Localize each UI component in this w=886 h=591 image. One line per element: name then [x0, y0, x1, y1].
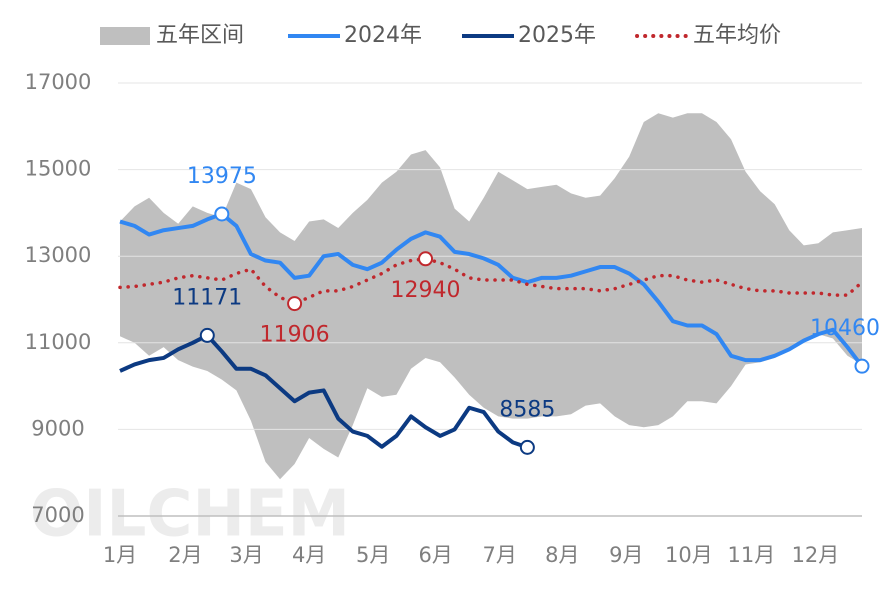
y-tick-label: 17000: [25, 70, 92, 94]
point-marker: [287, 296, 303, 312]
x-tick-label: 1月: [103, 543, 137, 567]
range-band: [120, 113, 862, 480]
y-tick-label: 13000: [25, 243, 92, 267]
data-label: 11171: [172, 285, 242, 310]
y-tick-label: 9000: [31, 416, 84, 440]
x-tick-label: 10月: [665, 543, 713, 567]
band-layer: [120, 113, 862, 480]
data-label: 12940: [391, 278, 461, 303]
data-label: 11906: [260, 323, 330, 348]
x-tick-label: 6月: [419, 543, 453, 567]
x-tick-label: 8月: [545, 543, 579, 567]
data-label: 10460: [810, 316, 880, 341]
x-tick-label: 3月: [229, 543, 263, 567]
x-tick-label: 7月: [483, 543, 517, 567]
point-marker: [854, 358, 870, 374]
y-tick-label: 15000: [25, 157, 92, 181]
legend-label: 2024年: [344, 23, 422, 48]
x-tick-label: 11月: [728, 543, 776, 567]
point-marker: [214, 206, 230, 222]
x-tick-label: 2月: [168, 543, 202, 567]
point-marker: [199, 327, 215, 343]
legend-label: 2025年: [518, 23, 596, 48]
x-tick-label: 4月: [292, 543, 326, 567]
grid-layer: [118, 82, 862, 517]
data-label: 8585: [499, 397, 555, 422]
legend-label: 五年区间: [156, 23, 244, 48]
legend-label: 五年均价: [693, 23, 781, 48]
label-layer: 13975 10460 11171 8585 11906 12940: [172, 164, 880, 455]
series-line: [119, 211, 864, 368]
x-tick-label: 12月: [792, 543, 840, 567]
point-marker: [418, 251, 434, 267]
data-label: 13975: [187, 164, 257, 189]
watermark: OILCHEM: [30, 478, 350, 552]
x-tick-label: 5月: [356, 543, 390, 567]
series-line: [119, 333, 529, 450]
point-marker: [519, 439, 535, 455]
line-layer: [118, 211, 864, 450]
x-tick-label: 9月: [609, 543, 643, 567]
y-tick-label: 11000: [25, 330, 92, 354]
legend-swatch: [100, 27, 150, 45]
y-tick-label: 7000: [31, 503, 84, 527]
